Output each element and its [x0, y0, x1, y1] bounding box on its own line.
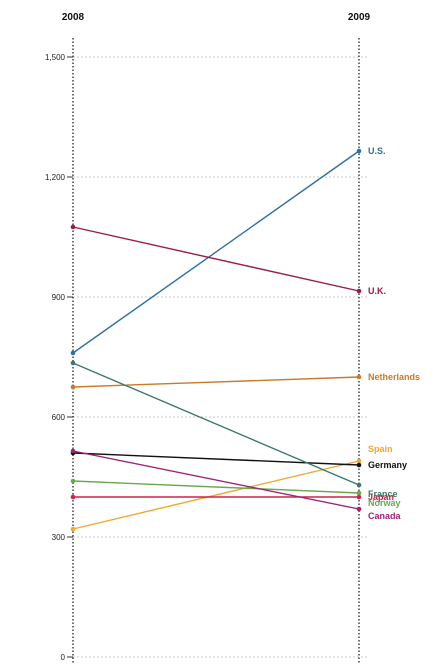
point-2009-spain — [356, 458, 362, 464]
point-2008-spain — [70, 526, 76, 532]
series-label-spain: Spain — [368, 444, 393, 454]
point-2008-norway — [70, 478, 76, 484]
series-label-netherlands: Netherlands — [368, 372, 420, 382]
y-tick-label: 600 — [52, 413, 66, 422]
point-2009-norway — [356, 490, 362, 496]
series-line-u-s — [72, 150, 360, 354]
point-2008-u-k — [70, 224, 76, 230]
series-line-canada — [72, 450, 360, 510]
point-2009-france — [356, 482, 362, 488]
x-label-2009: 2009 — [348, 12, 371, 23]
point-2009-u-k — [356, 288, 362, 294]
series-line-france — [72, 362, 360, 486]
series-label-u-s: U.S. — [368, 146, 386, 156]
y-tick-label: 1,500 — [45, 53, 66, 62]
series-line-netherlands — [72, 376, 360, 388]
x-label-2008: 2008 — [62, 12, 85, 23]
y-tick-label: 900 — [52, 293, 66, 302]
series-line-norway — [72, 480, 360, 494]
series-label-france: France — [368, 489, 398, 499]
point-2008-canada — [70, 448, 76, 454]
series-line-germany — [72, 452, 360, 466]
point-2009-netherlands — [356, 374, 362, 380]
series-line-u-k — [72, 226, 360, 292]
point-2009-u-s — [356, 148, 362, 154]
point-2008-france — [70, 360, 76, 366]
series-label-norway: Norway — [368, 498, 401, 508]
y-tick-label: 0 — [61, 653, 66, 662]
point-2008-u-s — [70, 350, 76, 356]
point-2009-germany — [356, 462, 362, 468]
point-2009-canada — [356, 506, 362, 512]
series-line-spain — [72, 460, 360, 530]
series-label-japan: Japan — [368, 492, 394, 502]
point-2009-japan — [356, 494, 362, 500]
series-label-u-k: U.K. — [368, 286, 386, 296]
point-2008-japan — [70, 494, 76, 500]
point-2008-netherlands — [70, 384, 76, 390]
series-label-canada: Canada — [368, 511, 402, 521]
y-tick-label: 300 — [52, 533, 66, 542]
y-tick-label: 1,200 — [45, 173, 66, 182]
series-label-germany: Germany — [368, 460, 407, 470]
